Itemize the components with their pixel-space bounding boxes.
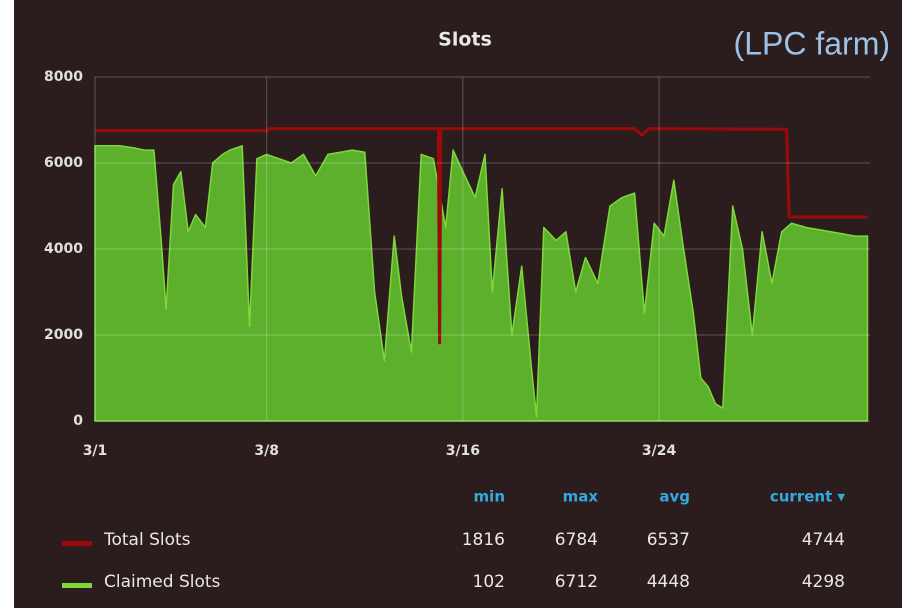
chart-title: Slots (438, 29, 492, 51)
legend-value: 6784 (555, 530, 598, 550)
y-tick-label: 2000 (44, 327, 83, 343)
legend-value: 4298 (802, 572, 845, 592)
x-tick-label: 3/1 (83, 443, 108, 459)
legend-value: 102 (473, 572, 505, 592)
series-line (95, 127, 868, 345)
legend-label: Claimed Slots (104, 572, 221, 592)
y-tick-label: 8000 (44, 69, 83, 85)
y-tick-label: 4000 (44, 241, 83, 257)
legend-value: 4744 (802, 530, 845, 550)
legend-label: Total Slots (103, 530, 191, 550)
legend-value: 6712 (555, 572, 598, 592)
legend-swatch (62, 583, 92, 588)
x-tick-label: 3/24 (642, 443, 677, 459)
legend-value: 4448 (647, 572, 690, 592)
x-tick-label: 3/8 (254, 443, 279, 459)
y-tick-label: 0 (73, 413, 83, 429)
x-tick-label: 3/16 (446, 443, 480, 459)
y-tick-label: 6000 (44, 155, 83, 171)
legend-swatch (62, 541, 92, 546)
legend-header: current ▾ (770, 488, 846, 506)
legend-value: 1816 (462, 530, 505, 550)
legend-header: min (474, 488, 505, 506)
legend-value: 6537 (647, 530, 690, 550)
legend-header: avg (659, 488, 690, 506)
series-area (94, 145, 869, 422)
legend-header: max (563, 488, 599, 506)
annotation: (LPC farm) (734, 25, 890, 61)
